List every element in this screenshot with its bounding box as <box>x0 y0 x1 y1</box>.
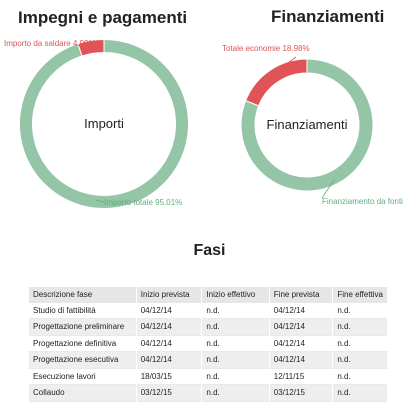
table-row: Studio di fattibilità 04/12/14 n.d. 04/1… <box>29 302 388 319</box>
slice-leader-line <box>275 56 297 73</box>
cell-fase: Studio di fattibilità <box>29 302 137 319</box>
cell-fase: Esecuzione lavori <box>29 368 137 385</box>
cell-fine-effettiva: n.d. <box>332 302 388 319</box>
cell-fine-prevista: 12/11/15 <box>269 368 334 385</box>
cell-inizio-effettivo: n.d. <box>201 335 270 352</box>
cell-inizio-effettivo: n.d. <box>201 318 270 335</box>
cell-fase: Collaudo <box>29 384 137 401</box>
cell-inizio-prevista: 04/12/14 <box>136 318 203 335</box>
cell-inizio-prevista: 04/12/14 <box>136 302 203 319</box>
cell-fine-prevista: 04/12/14 <box>269 302 334 319</box>
slice-leader-line <box>95 199 105 203</box>
cell-fine-effettiva: n.d. <box>332 351 388 368</box>
cell-inizio-prevista: 04/12/14 <box>136 335 203 352</box>
slice-label: Importo da saldare 4.99% <box>4 39 96 48</box>
chart-title-finanziamenti: Finanziamenti <box>271 7 385 26</box>
donut-slice-main <box>240 58 374 192</box>
fasi-table: Descrizione fase Inizio prevista Inizio … <box>29 287 388 402</box>
col-inizio-effettivo: Inizio effettivo <box>201 287 270 303</box>
donut-center-label: Importi <box>84 116 124 131</box>
cell-inizio-prevista: 04/12/14 <box>136 351 203 368</box>
table-header-row: Descrizione fase Inizio prevista Inizio … <box>29 287 388 303</box>
cell-fine-prevista: 04/12/14 <box>269 351 334 368</box>
table-row: Progettazione definitiva 04/12/14 n.d. 0… <box>29 335 388 352</box>
slice-leader-line <box>321 179 335 199</box>
cell-fine-effettiva: n.d. <box>332 318 388 335</box>
cell-inizio-effettivo: n.d. <box>201 351 270 368</box>
donut-charts: Importi Importo totale 95.01% Importo da s… <box>4 38 403 209</box>
cell-fase: Progettazione definitiva <box>29 335 137 352</box>
slice-label: Totale economie 18.98% <box>222 44 310 53</box>
cell-fine-prevista: 04/12/14 <box>269 318 334 335</box>
cell-inizio-prevista: 03/12/15 <box>136 384 203 401</box>
table-row: Esecuzione lavori 18/03/15 n.d. 12/11/15… <box>29 368 388 385</box>
donut-slice-secondary <box>77 38 105 57</box>
slice-label: Finanziamento da fonti <box>322 197 403 206</box>
table-row: Progettazione preliminare 04/12/14 n.d. … <box>29 318 388 335</box>
cell-fase: Progettazione preliminare <box>29 318 137 335</box>
cell-fine-effettiva: n.d. <box>332 384 388 401</box>
donut-slice-secondary <box>245 58 308 107</box>
col-descrizione-fase: Descrizione fase <box>29 287 137 303</box>
col-inizio-prevista: Inizio prevista <box>136 287 203 303</box>
cell-fine-prevista: 03/12/15 <box>269 384 334 401</box>
cell-inizio-effettivo: n.d. <box>201 302 270 319</box>
cell-inizio-effettivo: n.d. <box>201 368 270 385</box>
slice-leader-line <box>87 46 93 53</box>
cell-fine-prevista: 04/12/14 <box>269 335 334 352</box>
fasi-title: Fasi <box>193 242 226 259</box>
table-row: Progettazione esecutiva 04/12/14 n.d. 04… <box>29 351 388 368</box>
cell-fase: Progettazione esecutiva <box>29 351 137 368</box>
donut-slice-main <box>19 38 189 209</box>
donut-center-label: Finanziamenti <box>267 117 348 132</box>
table-row: Collaudo 03/12/15 n.d. 03/12/15 n.d. <box>29 384 388 401</box>
chart-title-impegni: Impegni e pagamenti <box>18 8 188 27</box>
cell-fine-effettiva: n.d. <box>332 335 388 352</box>
slice-label: Importo totale 95.01% <box>104 198 182 207</box>
col-fine-prevista: Fine prevista <box>269 287 334 303</box>
cell-fine-effettiva: n.d. <box>332 368 388 385</box>
cell-inizio-effettivo: n.d. <box>201 384 270 401</box>
cell-inizio-prevista: 18/03/15 <box>136 368 203 385</box>
col-fine-effettiva: Fine effettiva <box>332 287 388 303</box>
